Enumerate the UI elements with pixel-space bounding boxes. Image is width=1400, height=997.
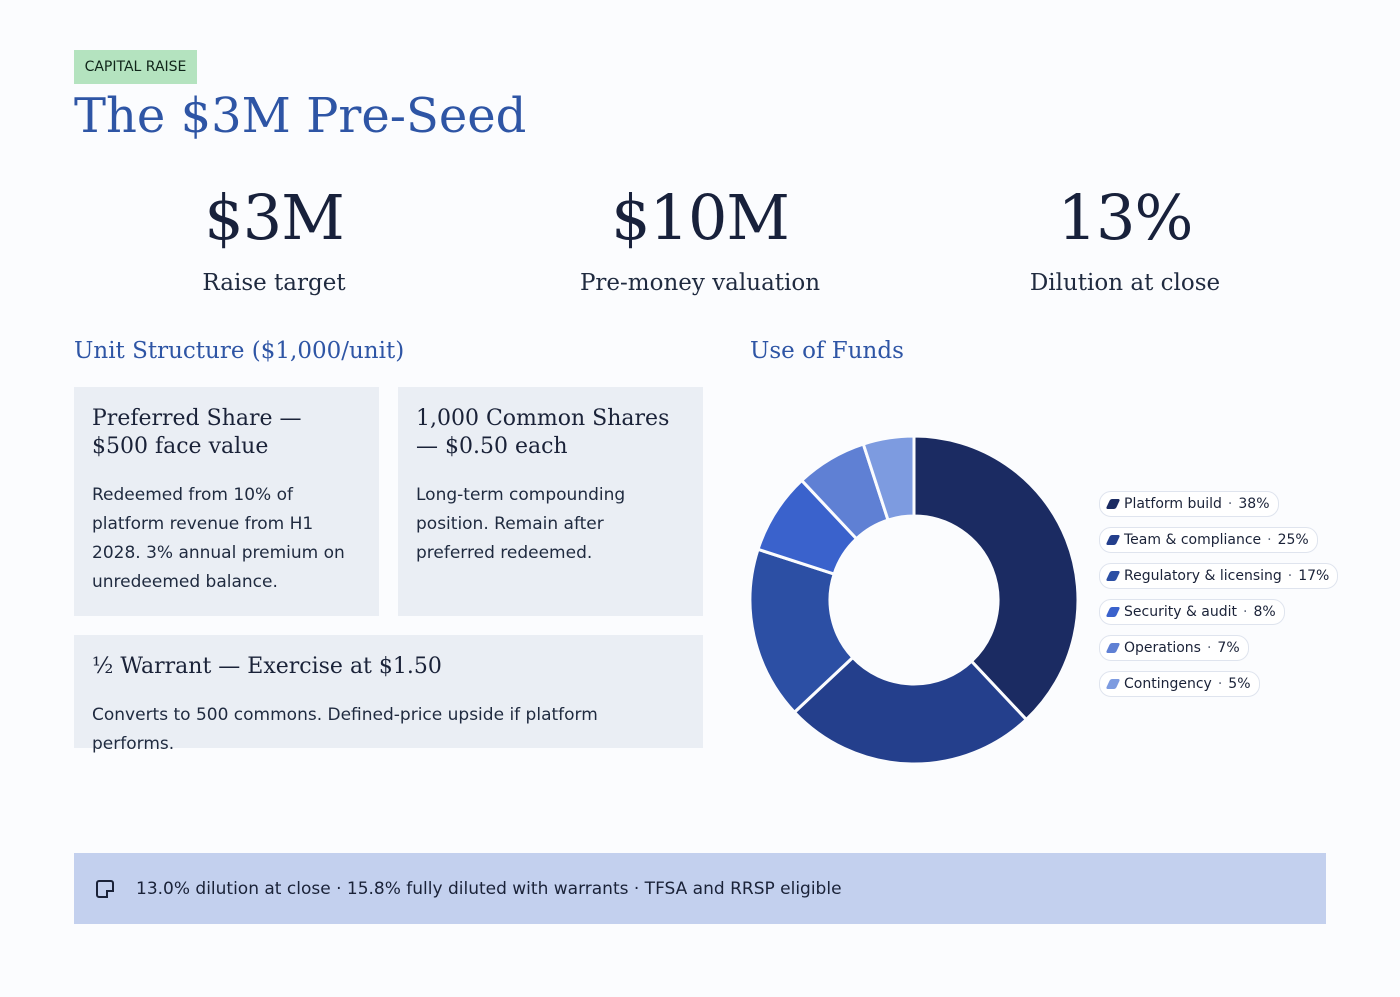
legend-swatch: [1105, 499, 1121, 509]
note-icon: [96, 879, 114, 898]
legend-row: Security & audit · 8%: [1099, 599, 1338, 635]
legend-value: 5%: [1228, 676, 1251, 692]
section-tag: CAPITAL RAISE: [74, 50, 197, 84]
legend-item: Operations · 7%: [1099, 635, 1249, 661]
legend-item: Team & compliance · 25%: [1099, 527, 1318, 553]
legend-label: Operations: [1124, 640, 1201, 656]
legend-value: 8%: [1253, 604, 1276, 620]
legend-row: Contingency · 5%: [1099, 671, 1338, 707]
use-of-funds-heading: Use of Funds: [750, 338, 904, 364]
stat-raise-target: $3M Raise target: [84, 180, 464, 296]
legend-item: Security & audit · 8%: [1099, 599, 1285, 625]
page-title: The $3M Pre-Seed: [74, 88, 527, 144]
footer-text: 13.0% dilution at close · 15.8% fully di…: [136, 878, 842, 899]
card-body: Long-term compounding position. Remain a…: [416, 485, 626, 563]
stat-value: $3M: [204, 181, 344, 254]
legend-swatch: [1105, 679, 1121, 689]
card-common-shares: 1,000 Common Shares — $0.50 each Long-te…: [398, 387, 703, 616]
legend-swatch: [1105, 571, 1121, 581]
stat-label: Dilution at close: [1029, 270, 1221, 296]
legend-separator: ·: [1243, 604, 1248, 620]
stat-pre-money-valuation: $10M Pre-money valuation: [510, 180, 890, 296]
legend-swatch: [1105, 643, 1121, 653]
card-title: 1,000 Common Shares — $0.50 each: [416, 406, 670, 459]
chart-legend: Platform build · 38% Team & compliance · 25% R…: [1099, 491, 1339, 707]
legend-item: Regulatory & licensing · 17%: [1099, 563, 1339, 589]
legend-row: Team & compliance · 25%: [1099, 527, 1338, 563]
legend-separator: ·: [1217, 676, 1223, 692]
legend-row: Platform build · 38%: [1099, 491, 1338, 527]
legend-label: Platform build: [1124, 496, 1222, 512]
stat-dilution: 13% Dilution at close: [935, 180, 1315, 296]
legend-row: Operations · 7%: [1099, 635, 1338, 671]
legend-row: Regulatory & licensing · 17%: [1099, 563, 1339, 599]
stat-label: Pre-money valuation: [579, 270, 821, 296]
legend-item: Contingency · 5%: [1099, 671, 1260, 697]
stat-value: 13%: [1057, 181, 1194, 254]
legend-value: 7%: [1217, 640, 1240, 656]
legend-item: Platform build · 38%: [1099, 491, 1279, 517]
legend-separator: ·: [1227, 496, 1233, 512]
card-title: ½ Warrant — Exercise at $1.50: [92, 654, 442, 679]
legend-separator: ·: [1267, 532, 1272, 548]
legend-label: Regulatory & licensing: [1124, 568, 1282, 584]
legend-swatch: [1105, 535, 1121, 545]
legend-label: Team & compliance: [1124, 532, 1262, 548]
donut-slice-regulatory-licensing: [748, 547, 855, 715]
legend-separator: ·: [1287, 568, 1293, 584]
donut-slice-contingency: [861, 434, 916, 523]
legend-separator: ·: [1206, 640, 1212, 656]
use-of-funds-donut-chart: [748, 434, 1080, 766]
card-body: Converts to 500 commons. Defined-price u…: [92, 705, 598, 754]
donut-slice-platform-build: [912, 434, 1080, 722]
legend-label: Security & audit: [1124, 604, 1238, 620]
legend-value: 17%: [1298, 568, 1330, 584]
legend-value: 25%: [1277, 532, 1309, 548]
card-preferred-share: Preferred Share — $500 face value Redeem…: [74, 387, 379, 616]
footer-note: 13.0% dilution at close · 15.8% fully di…: [74, 853, 1326, 924]
legend-value: 38%: [1238, 496, 1270, 512]
card-body: Redeemed from 10% of platform revenue fr…: [92, 485, 345, 592]
stat-label: Raise target: [202, 270, 346, 296]
legend-label: Contingency: [1124, 676, 1212, 692]
unit-structure-heading: Unit Structure ($1,000/unit): [74, 338, 405, 364]
card-title: Preferred Share — $500 face value: [92, 406, 302, 459]
stat-value: $10M: [611, 181, 790, 254]
card-warrant: ½ Warrant — Exercise at $1.50 Converts t…: [74, 635, 703, 754]
legend-swatch: [1105, 607, 1121, 617]
donut-slice-team-compliance: [792, 655, 1029, 766]
